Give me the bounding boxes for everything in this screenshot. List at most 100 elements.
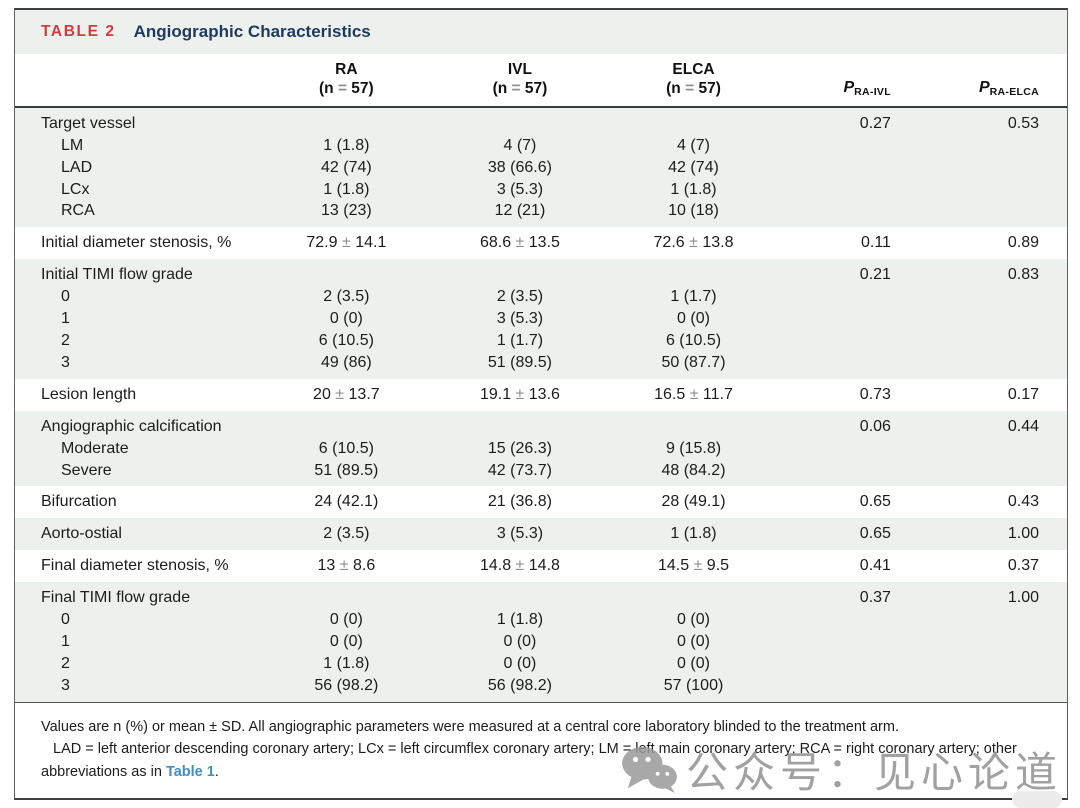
wechat-icon bbox=[620, 745, 678, 795]
cell-elca: 0 (0) bbox=[604, 308, 783, 330]
table-body: Target vessel 0.27 0.53 LM 1 (1.8) 4 (7) 4 (7)… bbox=[15, 106, 1067, 702]
cell-p-ra-ivl: 0.65 bbox=[782, 518, 925, 551]
table-row: Aorto-ostial 2 (3.5) 3 (5.3) 1 (1.8) 0.65 1.0… bbox=[15, 518, 1067, 551]
cell-elca: 28 (49.1) bbox=[661, 493, 726, 511]
cell-p-ra-elca: 0.53 bbox=[924, 106, 1067, 135]
cell-ivl: 21 (36.8) bbox=[487, 493, 552, 511]
column-spacer bbox=[15, 54, 257, 108]
cell-elca: 50 (87.7) bbox=[604, 351, 783, 379]
cell-ivl: 14.8 ± 14.8 bbox=[479, 557, 560, 575]
table-number-label: TABLE 2 bbox=[41, 23, 116, 40]
cell-elca: 1 (1.8) bbox=[604, 178, 783, 201]
row-label: LAD bbox=[15, 156, 257, 179]
row-label: LCx bbox=[15, 178, 257, 201]
row-label: Initial diameter stenosis, % bbox=[41, 234, 232, 252]
cell-elca bbox=[604, 410, 783, 438]
cell-ivl: 1 (1.8) bbox=[435, 609, 605, 631]
cell-elca bbox=[604, 582, 783, 610]
row-label: Severe bbox=[15, 459, 257, 487]
table-row: Initial TIMI flow grade 0.21 0.83 bbox=[15, 259, 1067, 287]
cell-ivl: 19.1 ± 13.6 bbox=[479, 385, 560, 403]
cell-ra: 13 ± 8.6 bbox=[317, 557, 376, 575]
cell-ivl: 56 (98.2) bbox=[435, 674, 605, 702]
cell-elca: 9 (15.8) bbox=[604, 437, 783, 460]
cell-p-ra-ivl bbox=[782, 652, 925, 675]
cell-p-ra-elca: 0.43 bbox=[1007, 493, 1039, 511]
cell-ra: 72.9 ± 14.1 bbox=[306, 234, 387, 252]
cell-elca: 48 (84.2) bbox=[604, 459, 783, 487]
cell-elca: 16.5 ± 11.7 bbox=[654, 385, 733, 403]
cell-elca: 1 (1.8) bbox=[604, 518, 783, 551]
watermark: 公众号：见心论道 bbox=[620, 739, 1062, 800]
column-header-ra: RA (n = 57) bbox=[256, 54, 436, 108]
cell-p-ra-ivl: 0.73 bbox=[859, 385, 891, 403]
cell-ivl: 3 (5.3) bbox=[435, 308, 605, 330]
table-row: Angiographic calcification 0.06 0.44 bbox=[15, 410, 1067, 438]
cell-ivl: 3 (5.3) bbox=[435, 518, 605, 551]
cell-ivl: 68.6 ± 13.5 bbox=[479, 234, 560, 252]
cell-ra: 0 (0) bbox=[256, 609, 436, 631]
cell-p-ra-elca: 0.37 bbox=[1007, 557, 1039, 575]
cell-ivl: 2 (3.5) bbox=[435, 286, 605, 309]
watermark-text: 公众号：见心论道 bbox=[685, 749, 1062, 796]
cell-p-ra-elca bbox=[924, 178, 1067, 201]
cell-elca: 0 (0) bbox=[604, 609, 783, 631]
cell-p-ra-ivl: 0.21 bbox=[782, 259, 925, 287]
cell-ivl: 0 (0) bbox=[435, 652, 605, 675]
table-row: RCA 13 (23) 12 (21) 10 (18) bbox=[15, 200, 1067, 228]
row-label: Initial TIMI flow grade bbox=[15, 259, 257, 287]
row-label: Final TIMI flow grade bbox=[15, 582, 257, 610]
cell-elca: 0 (0) bbox=[604, 630, 783, 653]
cell-p-ra-elca bbox=[924, 630, 1067, 653]
cell-ra: 49 (86) bbox=[256, 351, 436, 379]
cell-elca: 4 (7) bbox=[604, 134, 783, 157]
cell-p-ra-ivl bbox=[782, 459, 925, 487]
cell-p-ra-ivl bbox=[782, 200, 925, 228]
cell-ivl bbox=[435, 410, 605, 438]
table-row: LAD 42 (74) 38 (66.6) 42 (74) bbox=[15, 156, 1067, 179]
table-2-card: TABLE 2 Angiographic Characteristics RA … bbox=[14, 8, 1068, 800]
column-header-p-ra-ivl: PRA-IVL bbox=[782, 54, 925, 108]
table-row: 3 56 (98.2) 56 (98.2) 57 (100) bbox=[15, 674, 1067, 702]
table-row: LCx 1 (1.8) 3 (5.3) 1 (1.8) bbox=[15, 178, 1067, 201]
cell-p-ra-ivl: 0.06 bbox=[782, 410, 925, 438]
row-label: Lesion length bbox=[41, 385, 137, 403]
row-label: 2 bbox=[15, 329, 257, 352]
column-header-p-ra-elca: PRA-ELCA bbox=[924, 54, 1067, 108]
table-title-band: TABLE 2 Angiographic Characteristics bbox=[15, 10, 1067, 54]
cell-ra: 0 (0) bbox=[256, 630, 436, 653]
cell-ra: 2 (3.5) bbox=[256, 518, 436, 551]
cell-ra: 42 (74) bbox=[256, 156, 436, 179]
cell-p-ra-ivl bbox=[782, 329, 925, 352]
cell-p-ra-elca: 1.00 bbox=[924, 518, 1067, 551]
cell-ra bbox=[256, 410, 436, 438]
table-row: Lesion length 20 ± 13.7 19.1 ± 13.6 16.5 ± … bbox=[15, 379, 1067, 411]
cell-elca bbox=[604, 259, 783, 287]
table-1-link[interactable]: Table 1 bbox=[165, 763, 215, 780]
cell-ra: 24 (42.1) bbox=[314, 493, 379, 511]
cell-ra: 56 (98.2) bbox=[256, 674, 436, 702]
cell-p-ra-ivl bbox=[782, 134, 925, 157]
table-title: Angiographic Characteristics bbox=[133, 22, 371, 41]
cell-elca: 10 (18) bbox=[604, 200, 783, 228]
cell-p-ra-ivl bbox=[782, 437, 925, 460]
cell-ra: 13 (23) bbox=[256, 200, 436, 228]
table-row: Moderate 6 (10.5) 15 (26.3) 9 (15.8) bbox=[15, 437, 1067, 460]
cell-p-ra-ivl: 0.37 bbox=[782, 582, 925, 610]
row-label: 1 bbox=[15, 630, 257, 653]
cell-p-ra-ivl bbox=[782, 674, 925, 702]
cell-ra: 6 (10.5) bbox=[256, 437, 436, 460]
footnote-values: Values are n (%) or mean ± SD. All angio… bbox=[41, 718, 899, 735]
row-label: RCA bbox=[15, 200, 257, 228]
cell-p-ra-ivl: 0.65 bbox=[859, 493, 891, 511]
cell-p-ra-elca bbox=[924, 609, 1067, 631]
row-label: Final diameter stenosis, % bbox=[41, 557, 229, 575]
cell-p-ra-ivl bbox=[782, 178, 925, 201]
cell-p-ra-elca bbox=[924, 200, 1067, 228]
cell-p-ra-ivl bbox=[782, 286, 925, 309]
header-row: RA (n = 57) IVL (n = 57) ELCA (n = 57) P… bbox=[15, 54, 1067, 108]
